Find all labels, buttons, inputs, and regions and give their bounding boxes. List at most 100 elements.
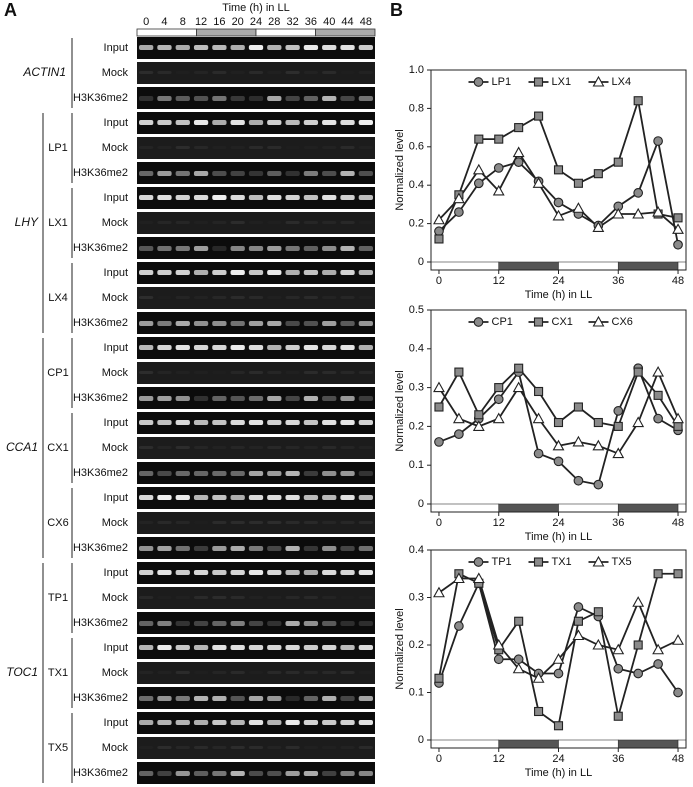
marker (672, 634, 684, 645)
marker (534, 386, 544, 397)
y-tick-label: 0.4 (409, 343, 424, 355)
marker (573, 602, 584, 612)
gel-band (267, 396, 282, 401)
gel-band (193, 746, 209, 749)
gel-band (358, 296, 373, 299)
gel-band (358, 471, 373, 476)
gel-band (322, 645, 337, 650)
gel-band (139, 746, 154, 749)
gel-band (212, 270, 227, 275)
marker (632, 207, 645, 219)
gel-band (230, 371, 245, 374)
gel-band (340, 195, 355, 200)
gel-band (193, 645, 209, 650)
region-label: CX1 (47, 442, 68, 454)
marker (593, 417, 603, 428)
light-bar (430, 261, 500, 271)
gel-band (322, 345, 337, 350)
gel-band (322, 396, 337, 401)
gel-band (175, 371, 190, 374)
gel-band (212, 471, 227, 476)
gel-band (303, 96, 319, 101)
gel-band (139, 546, 154, 551)
gel-band (139, 45, 154, 50)
gel-band (248, 570, 264, 575)
gel-band (340, 521, 355, 524)
time-label: 8 (180, 16, 186, 28)
marker (592, 221, 605, 232)
gel-band (267, 246, 282, 251)
x-tick-label: 36 (612, 517, 624, 529)
gel-band (157, 771, 172, 776)
y-tick-label: 0.4 (409, 544, 424, 556)
gel-band (175, 345, 190, 350)
legend-label: LX1 (552, 76, 572, 88)
gel-band (303, 471, 319, 476)
gel-band (285, 621, 300, 626)
row-label: H3K36me2 (73, 242, 128, 254)
row-label: Input (104, 342, 128, 354)
gel-band (322, 270, 337, 275)
gel-band (358, 45, 373, 50)
gel-band (340, 446, 355, 449)
gel-band (193, 45, 209, 50)
gel-band (212, 71, 227, 74)
gel-time-title: Time (h) in LL (222, 2, 289, 14)
marker (492, 184, 505, 196)
gel-band (157, 296, 172, 299)
gel-band (322, 570, 337, 575)
gel-band (285, 71, 300, 74)
gel-band (267, 195, 282, 200)
row-label: Mock (102, 67, 129, 79)
y-tick-label: 0.3 (409, 382, 424, 394)
x-tick-label: 24 (552, 753, 564, 765)
marker (673, 213, 683, 223)
light-bar (677, 739, 687, 749)
gel-band (193, 720, 209, 725)
gel-band (285, 671, 300, 674)
gel-band (230, 246, 245, 251)
gel-band (340, 221, 355, 224)
gel-band (230, 396, 245, 401)
gel-band (340, 270, 355, 275)
gel-band (248, 371, 264, 374)
gel-band (212, 645, 227, 650)
gel-band (157, 645, 172, 650)
marker (632, 416, 645, 428)
gel-band (285, 296, 300, 299)
row-label: Input (104, 492, 128, 504)
marker (552, 209, 565, 221)
x-tick-label: 0 (436, 517, 442, 529)
legend-label: TP1 (492, 556, 512, 568)
gel-band (157, 345, 172, 350)
gel-band (248, 221, 264, 224)
gel-band (212, 720, 227, 725)
gel-band (193, 570, 209, 575)
light-bar (196, 28, 257, 37)
gel-band (139, 171, 154, 176)
gel-band (358, 146, 373, 149)
light-bar (498, 503, 559, 513)
marker (553, 197, 564, 208)
gel-band (193, 371, 209, 374)
gel-band (340, 420, 355, 425)
marker (593, 479, 604, 490)
gel-band (157, 596, 172, 599)
light-bar (617, 261, 679, 271)
gel-band (358, 521, 373, 524)
marker (672, 223, 684, 234)
gel-band (303, 171, 319, 176)
marker (452, 572, 465, 584)
legend-marker (592, 315, 605, 327)
gel-band (248, 321, 264, 326)
gel-band (230, 96, 245, 101)
gel-band (248, 420, 264, 425)
row-label: Mock (102, 142, 129, 154)
marker (492, 412, 505, 424)
gel-band (358, 771, 373, 776)
gel-band (157, 720, 172, 725)
gel-band (212, 446, 227, 449)
time-label: 12 (195, 16, 207, 28)
gel-band (248, 195, 264, 200)
